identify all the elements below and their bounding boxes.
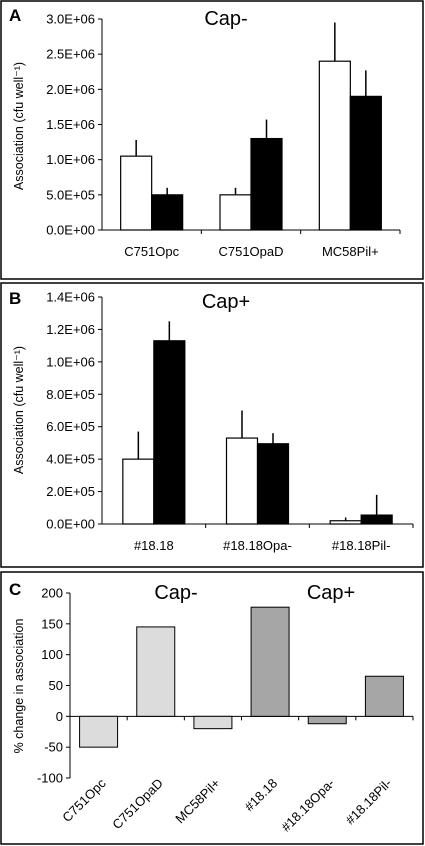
panel-c-y-tick-label: 200 (41, 586, 63, 601)
panel-b-y-axis-label: Association (cfu well⁻¹) (12, 346, 26, 474)
panel-a-category-label: C751OpaD (218, 244, 283, 259)
panel-a-plot: 0.0E+00 5.0E+05 1.0E+06 1.5E+06 2.0E+06 2.5E+… (46, 12, 401, 259)
panel-a-title: Cap- (204, 8, 247, 30)
panel-a-bar (120, 155, 153, 231)
panel-b-y-tick-label: 1.0E+06 (46, 354, 95, 369)
panel-b-plot: 0.0E+00 2.0E+05 4.0E+05 6.0E+05 8.0E+05 1.0E+… (46, 290, 414, 553)
panel-a-y-tick-label: 3.0E+06 (46, 12, 95, 27)
panel-a-bar (349, 95, 382, 231)
panel-a-y-axis-label: Association (cfu well⁻¹) (12, 62, 26, 190)
panel-c-bar (193, 715, 233, 730)
panel-c-letter: C (9, 580, 21, 599)
panel-b-y-tick-label: 8.0E+05 (46, 387, 95, 402)
panel-c-bar (136, 626, 176, 717)
panel-c-y-tick-label: 100 (41, 647, 63, 662)
panel-c-category-label: C751Opc (59, 775, 109, 825)
panel-b-bar (360, 514, 393, 525)
panel-a-bar (151, 194, 184, 231)
panel-a-y-tick-label: 1.5E+06 (46, 117, 95, 132)
panel-c-group-label-cap-plus: Cap+ (307, 582, 355, 604)
panel-c-y-tick-label: -50 (44, 740, 63, 755)
panel-a-y-tick-label: 2.5E+06 (46, 47, 95, 62)
panel-b-frame (0, 282, 424, 568)
panel-b-bar (225, 437, 259, 525)
panel-b-bar (256, 443, 290, 525)
panel-b-y-tick-label: 4.0E+05 (46, 452, 95, 467)
panel-a-category-label: MC58Pil+ (322, 244, 379, 259)
panel-c-y-tick-label: 0 (56, 709, 63, 724)
panel-b-y-tick-label: 0.0E+00 (46, 517, 95, 532)
panel-a-y-tick-label: 2.0E+06 (46, 82, 95, 97)
panel-c-y-tick-label: 150 (41, 616, 63, 631)
panel-a-category-label: C751Opc (124, 244, 179, 259)
panel-b-bar (329, 520, 362, 525)
panel-c-category-label: C751OpaD (109, 776, 166, 833)
panel-b-category-label: #18.18Pil- (332, 538, 391, 553)
panel-b-y-tick-label: 1.4E+06 (46, 290, 95, 305)
panel-c-y-tick-label: 50 (49, 678, 63, 693)
panel-b-category-label: #18.18 (134, 538, 174, 553)
panel-c-frame (0, 571, 424, 845)
panel-c-bar (364, 675, 404, 717)
panel-c-bar (79, 715, 119, 748)
panel-b-category-label: #18.18Opa- (223, 538, 292, 553)
panel-b-title: Cap+ (202, 291, 250, 313)
panel-c-y-tick-label: -100 (37, 771, 63, 786)
panel-b-bar (122, 458, 155, 525)
panel-c-category-label: MC58Pil+ (172, 776, 223, 827)
panel-a-y-tick-label: 1.0E+06 (46, 152, 95, 167)
panel-a-bar (250, 137, 283, 231)
panel-a-y-tick-label: 5.0E+05 (46, 187, 95, 202)
panel-c-category-label: #18.18 (241, 776, 280, 815)
panel-a-frame (0, 0, 424, 280)
panel-b-y-tick-label: 6.0E+05 (46, 419, 95, 434)
panel-a-bar (318, 60, 351, 231)
panel-b-y-tick-label: 1.2E+06 (46, 322, 95, 337)
panel-c-plot: -100 -50 0 50 100 150 200 C751Opc C751OpaD MC58Pi… (37, 586, 414, 835)
panel-c-bar (307, 715, 347, 725)
panel-c-y-axis-label: % change in association (12, 619, 26, 754)
panel-b-bar (153, 340, 186, 525)
panel-b-y-tick-label: 2.0E+05 (46, 484, 95, 499)
panel-b-letter: B (9, 289, 21, 308)
panel-c-category-label: #18.18Opa- (278, 776, 337, 835)
panel-a-bar (219, 194, 252, 231)
panel-a-letter: A (9, 6, 21, 25)
panel-a-y-tick-label: 0.0E+00 (46, 223, 95, 238)
panel-c-group-label-cap-minus: Cap- (154, 582, 197, 604)
panel-c-bar (250, 606, 290, 717)
panel-c-category-label: #18.18Pil- (343, 776, 395, 828)
